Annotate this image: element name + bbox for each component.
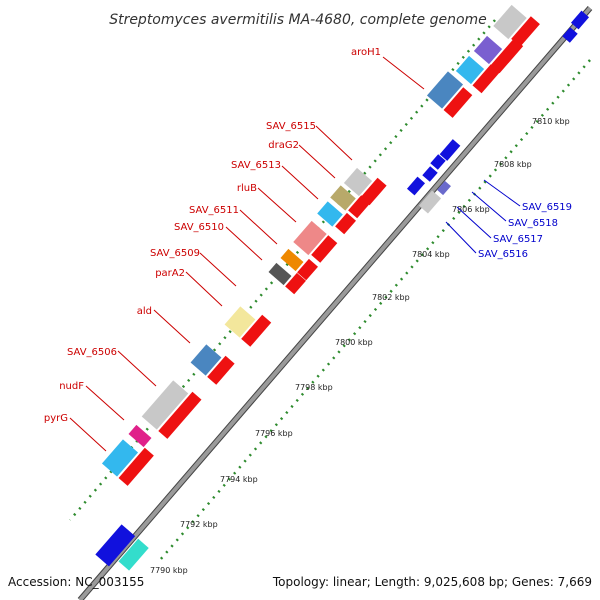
tick-label: 7790 kbp [150,566,188,575]
gene-block[interactable] [493,4,527,40]
feature-track [95,4,540,571]
gene-block[interactable] [280,248,304,272]
tick-label: 7806 kbp [452,205,490,214]
leader-lines-left [69,56,425,452]
gene-block[interactable] [426,71,464,109]
cds-arrow[interactable] [422,166,438,182]
gene-labels-right: SAV_6519 SAV_6518 SAV_6517 SAV_6516 [478,202,572,260]
accession-text: Accession: NC_003155 [8,575,144,589]
gene-block[interactable] [317,201,343,227]
gene-block[interactable] [128,424,152,448]
gene-label[interactable]: aroH1 [351,47,381,58]
chromosome-strand [77,6,593,600]
gene-label[interactable]: nudF [59,381,84,392]
cds-arrow[interactable] [570,10,590,30]
tick-label: 7804 kbp [412,250,450,259]
cds-arrow[interactable] [443,87,473,118]
gene-block[interactable] [330,185,356,211]
gene-label[interactable]: ald [137,306,152,317]
gene-label[interactable]: SAV_6510 [174,222,224,233]
gene-block[interactable] [95,524,136,567]
tick-label: 7798 kbp [295,383,333,392]
gene-block[interactable] [118,538,149,571]
gene-label[interactable]: SAV_6517 [493,234,543,245]
gene-labels-left: aroH1 SAV_6515 draG2 SAV_6513 rluB SAV_6… [44,47,381,424]
tick-label: 7794 kbp [220,475,258,484]
cds-arrow[interactable] [158,391,202,439]
tick-label: 7800 kbp [335,338,373,347]
tick-label: 7792 kbp [180,520,218,529]
gene-block[interactable] [473,35,503,65]
genome-summary-text: Topology: linear; Length: 9,025,608 bp; … [272,575,592,589]
gene-block[interactable] [293,220,327,256]
cds-arrow[interactable] [406,176,426,196]
cds-arrow[interactable] [118,447,154,486]
cds-arrow[interactable] [472,64,500,94]
gene-label[interactable]: SAV_6506 [67,347,117,358]
gene-block[interactable] [224,306,256,338]
map-title: Streptomyces avermitilis MA-4680, comple… [109,12,487,28]
tick-label: 7810 kbp [532,117,570,126]
blue-cluster [406,10,590,214]
tick-label: 7796 kbp [255,429,293,438]
gene-label[interactable]: rluB [237,183,257,194]
gene-label[interactable]: SAV_6519 [522,202,572,213]
gene-block[interactable] [268,262,292,286]
cds-arrow[interactable] [311,235,338,263]
cds-arrow[interactable] [285,272,306,295]
cds-arrow[interactable] [207,355,235,385]
cds-arrow[interactable] [511,16,540,47]
gene-block[interactable] [101,439,139,477]
tick-label: 7802 kbp [372,293,410,302]
leader-lines-right [445,179,521,254]
cds-arrow[interactable] [430,154,446,170]
cds-arrow[interactable] [297,258,318,281]
gene-block[interactable] [141,380,189,430]
gene-block[interactable] [437,180,451,196]
gene-label[interactable]: SAV_6515 [266,121,316,132]
gene-label[interactable]: SAV_6518 [508,218,558,229]
gene-label[interactable]: draG2 [268,140,299,151]
gene-label[interactable]: parA2 [155,268,185,279]
cds-arrow[interactable] [562,27,578,43]
gene-block[interactable] [343,167,373,197]
gene-block[interactable] [190,344,222,376]
gene-label[interactable]: SAV_6509 [150,248,200,259]
cds-arrow[interactable] [490,38,524,74]
kbp-ticks: 7790 kbp 7792 kbp 7794 kbp 7796 kbp 7798… [150,117,570,575]
cds-arrow[interactable] [335,212,356,235]
tick-label: 7808 kbp [494,160,532,169]
gene-block[interactable] [418,190,442,214]
gene-label[interactable]: pyrG [44,413,68,424]
gene-label[interactable]: SAV_6513 [231,160,281,171]
cds-arrow[interactable] [360,177,387,206]
cds-arrow[interactable] [348,195,371,219]
cds-arrow[interactable] [241,314,272,347]
cds-arrow[interactable] [439,139,461,161]
gene-block[interactable] [455,55,485,85]
gene-label[interactable]: SAV_6516 [478,249,528,260]
gene-label[interactable]: SAV_6511 [189,205,239,216]
